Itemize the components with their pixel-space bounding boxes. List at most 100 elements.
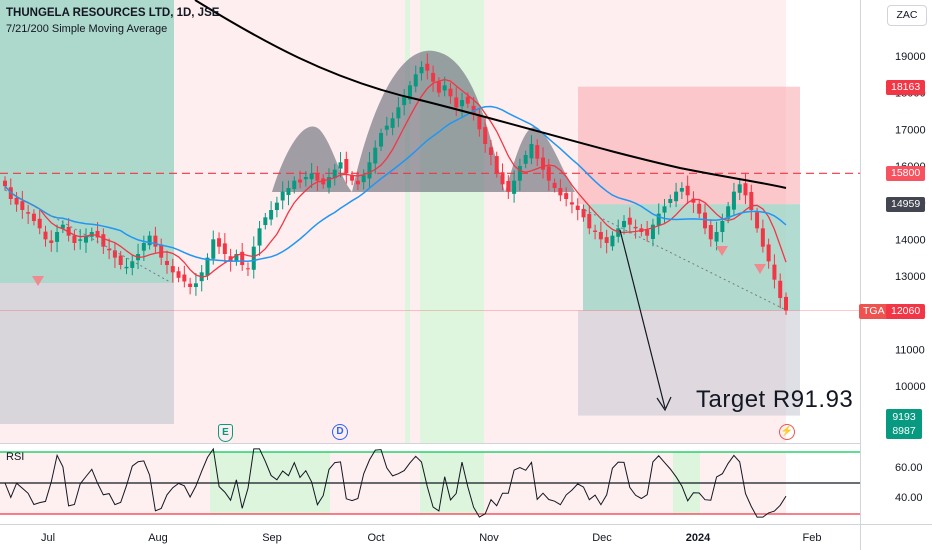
candle-body [413, 74, 418, 87]
candle-body [708, 225, 713, 240]
time-tick-label: Feb [803, 532, 822, 544]
target-annotation: Target R91.93 [696, 386, 854, 413]
moving-averages [4, 0, 787, 278]
candle-body [159, 244, 164, 258]
candle-body [587, 214, 592, 229]
candle-body [55, 232, 60, 242]
left-loss-zone [0, 283, 174, 424]
candle-body [350, 175, 355, 181]
candle-body [419, 67, 424, 74]
candle-body [737, 184, 742, 193]
candle-body [326, 177, 331, 188]
split-event-icon[interactable]: ⚡ [779, 424, 795, 440]
sma-200-line [194, 0, 787, 189]
candle-body [674, 191, 679, 202]
price-tick-label: 14000 [895, 234, 926, 246]
candle-body [292, 180, 297, 190]
candle-body [581, 208, 586, 218]
candle-body [627, 217, 632, 225]
candle-body [245, 268, 250, 270]
candle-body [309, 173, 314, 180]
candle-body [78, 239, 83, 241]
earnings-event-icon[interactable]: E [218, 424, 233, 442]
candle-body [315, 173, 320, 181]
candle-body [83, 235, 88, 243]
candle-body [523, 155, 528, 164]
candle-body [442, 85, 447, 91]
time-tick-label: Sep [262, 532, 282, 544]
candle-body [303, 177, 308, 180]
candle-body [280, 191, 285, 201]
candle-body [512, 180, 517, 194]
right-shoulder [505, 126, 575, 192]
candle-body [205, 257, 210, 276]
time-tick-label: 2024 [686, 532, 711, 544]
candle-body [118, 255, 123, 265]
candle-body [766, 244, 771, 262]
candle-body [633, 226, 638, 229]
candle-body [20, 201, 25, 210]
candle-body [598, 232, 603, 240]
candle-body [760, 228, 765, 247]
candle-body [257, 228, 262, 246]
candle-body [188, 283, 193, 287]
candle-body [355, 180, 360, 185]
candle-body [494, 156, 499, 174]
candle-body [679, 188, 684, 192]
head-and-shoulders-pattern [272, 50, 575, 192]
target-arrow-head [656, 396, 672, 412]
candle-body [564, 193, 569, 199]
chart-title: THUNGELA RESOURCES LTD, 1D, JSE [6, 7, 220, 19]
indicator-legend[interactable]: 7/21/200 Simple Moving Average [6, 23, 168, 35]
candle-body [529, 144, 534, 159]
annotations [4, 189, 787, 412]
candle-body [344, 159, 349, 174]
candle-body [379, 133, 384, 147]
candle-body [101, 234, 106, 247]
candle-body [743, 183, 748, 196]
candle-body [396, 107, 401, 119]
candle-body [193, 283, 198, 287]
candle-body [60, 224, 65, 229]
candle-body [170, 266, 175, 273]
candle-body [772, 264, 777, 280]
candle-body [373, 147, 378, 164]
rsi-legend[interactable]: RSI [6, 451, 25, 463]
candle-body [685, 185, 690, 196]
candle-body [112, 250, 117, 258]
candle-body [622, 221, 627, 228]
candle-body [697, 203, 702, 214]
time-tick-label: Aug [148, 532, 168, 544]
right-lower-zone [578, 310, 800, 416]
candle-body [500, 172, 505, 185]
candle-body [645, 229, 650, 236]
sell-signal-triangle [716, 246, 728, 256]
candle-body [436, 81, 441, 93]
dividend-event-icon[interactable]: D [332, 424, 348, 440]
target-price-tag: 9193 8987 [886, 409, 922, 439]
entry-tag: 14959 [886, 197, 926, 212]
candle-body [755, 212, 760, 229]
candle-body [703, 212, 708, 229]
session-bg-green [405, 0, 410, 443]
rsi-line [4, 447, 787, 518]
candle-body [234, 254, 239, 262]
target-1-value: 9193 [892, 411, 916, 423]
price-tick-label: 11000 [895, 344, 925, 356]
currency-button[interactable]: ZAC [887, 5, 927, 26]
candle-body [222, 243, 227, 254]
candle-body [164, 260, 169, 265]
target-2-value: 8987 [892, 425, 916, 437]
candle-body [286, 188, 291, 195]
candle-body [749, 192, 754, 210]
ticker-tag: TGA [859, 304, 889, 319]
candle-body [558, 188, 563, 196]
rsi-tick-label: 40.00 [895, 492, 923, 504]
candle-body [72, 235, 77, 243]
right-stop-zone [578, 86, 800, 205]
candle-body [263, 217, 268, 226]
price-tick-label: 10000 [895, 381, 926, 393]
candle-body [731, 191, 736, 210]
candle-body [274, 202, 279, 210]
